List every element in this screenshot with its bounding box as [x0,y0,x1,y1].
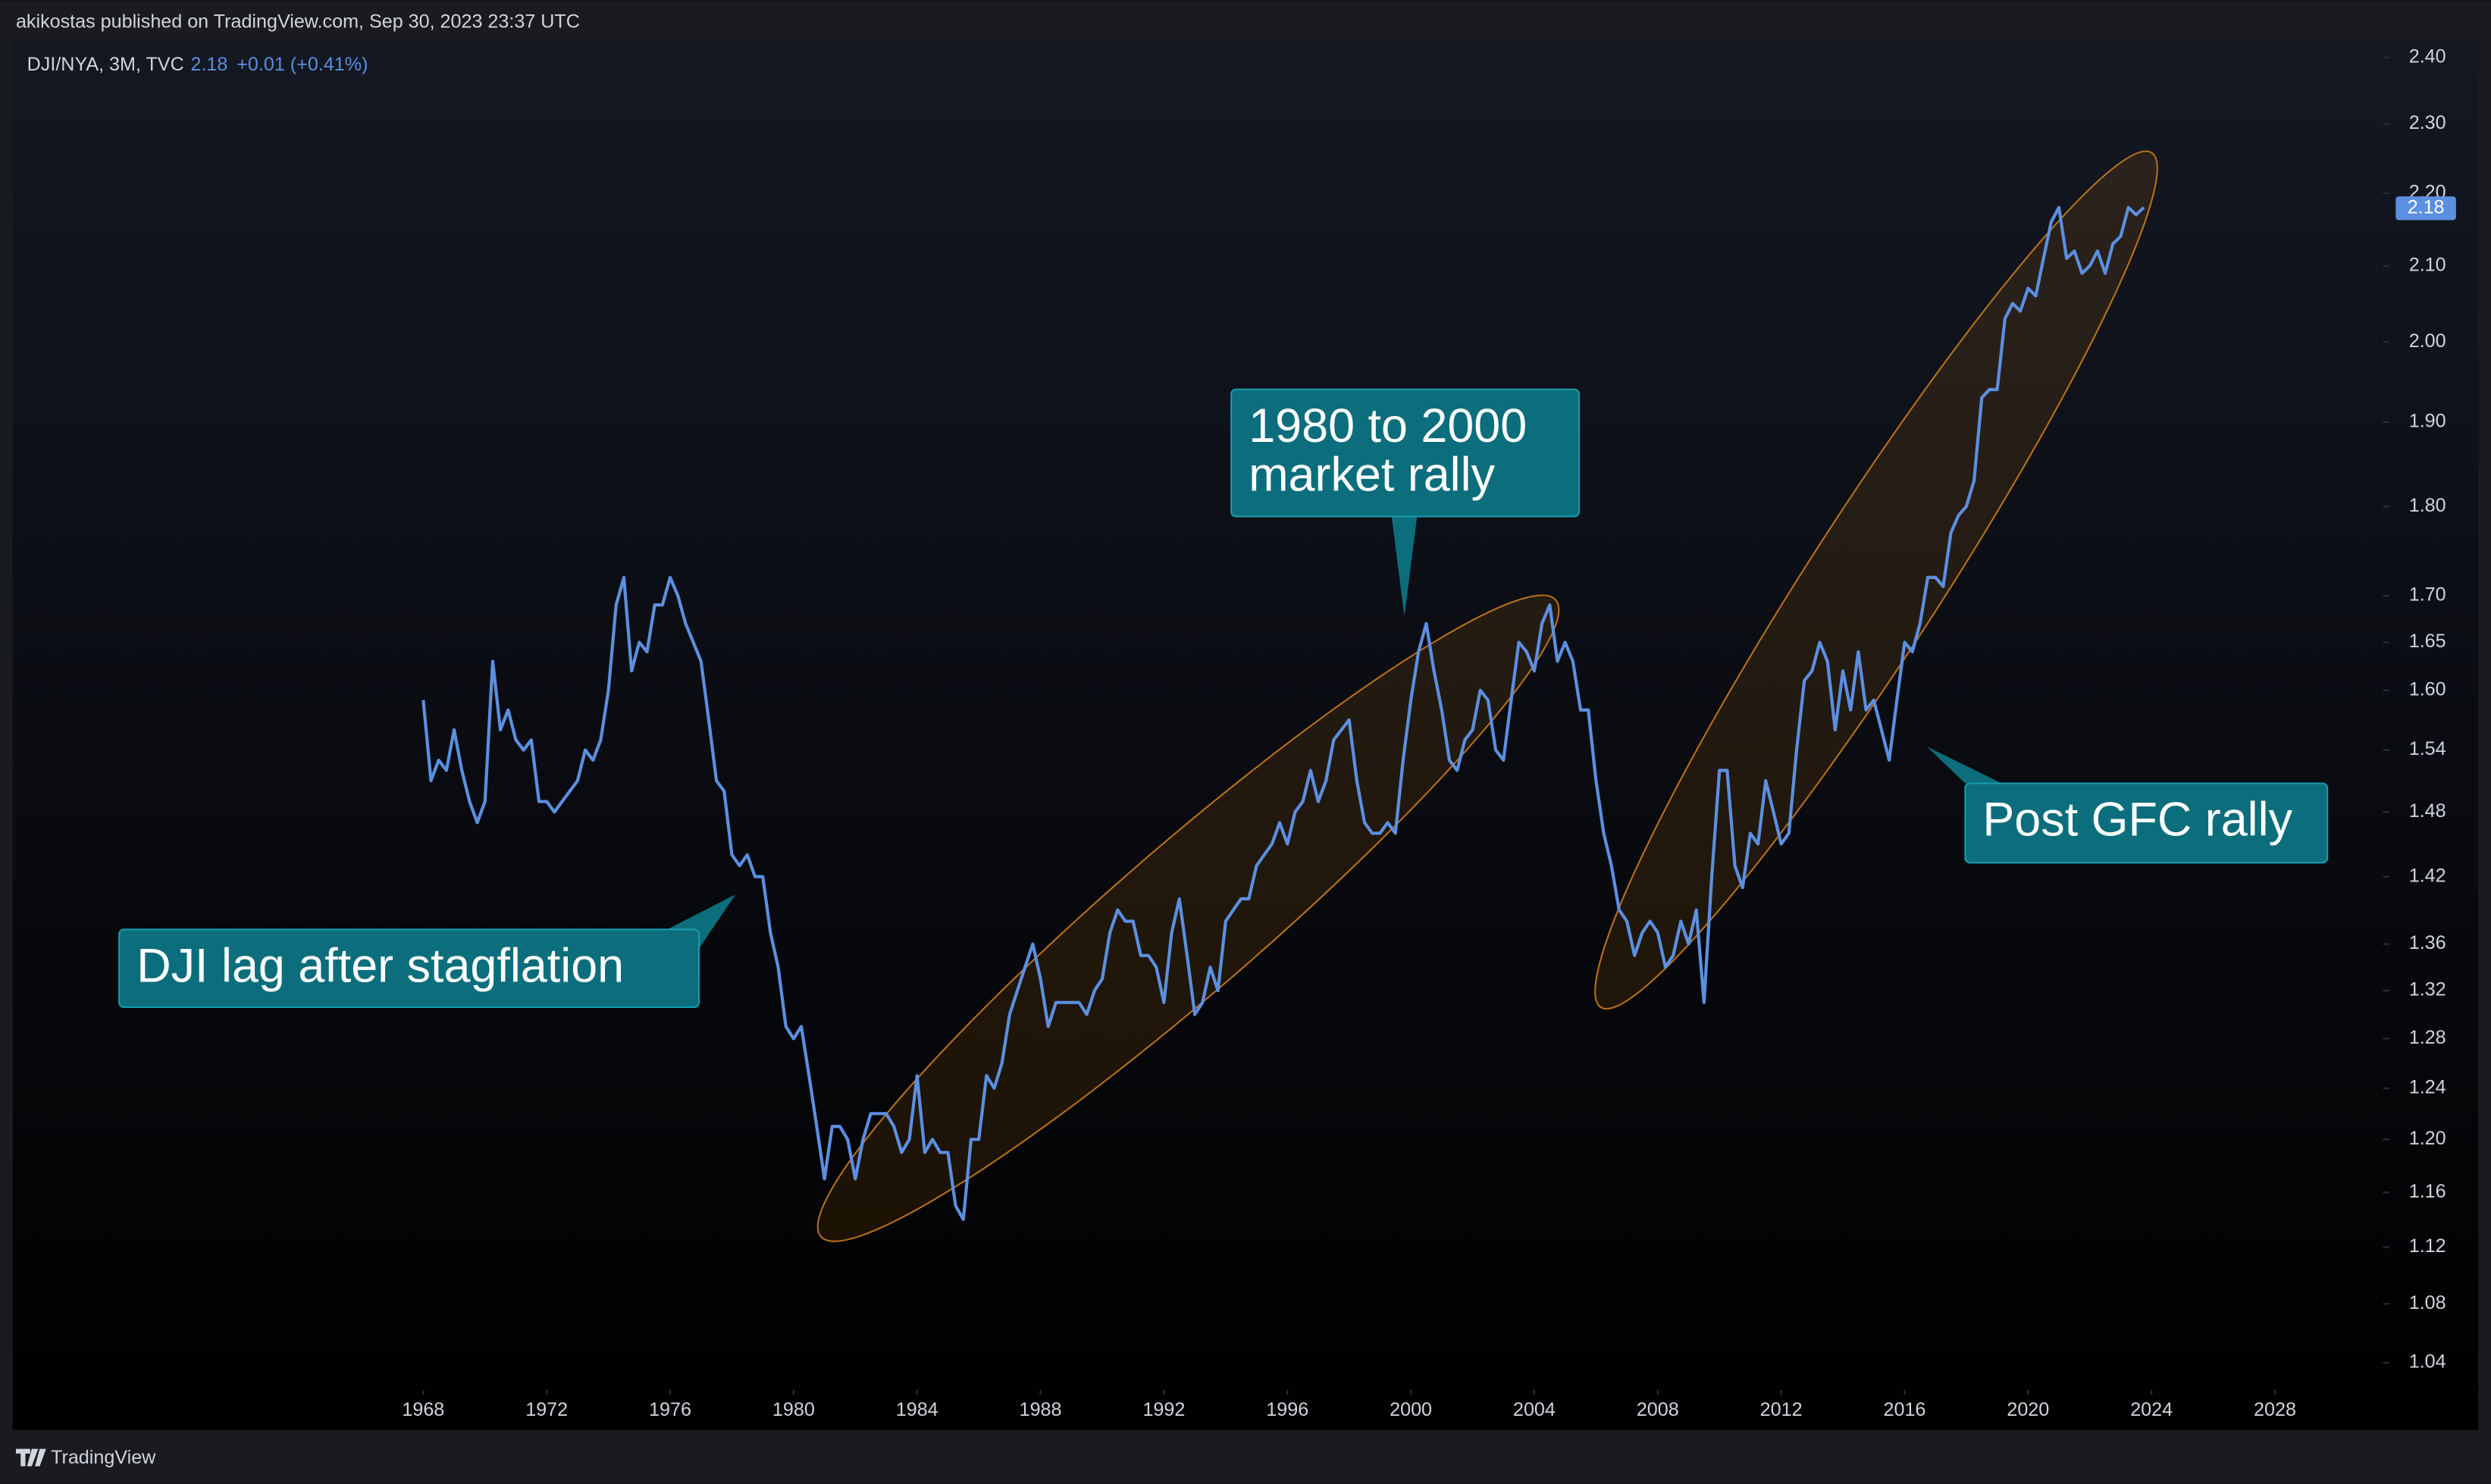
x-tick-label: 1980 [772,1399,815,1420]
y-tick-label: 1.24 [2409,1076,2446,1097]
x-tick-label: 2008 [1637,1399,1679,1420]
annotation-text: DJI lag after stagflation [136,939,624,992]
y-tick-label: 1.48 [2409,800,2446,822]
x-tick-label: 1972 [525,1399,568,1420]
callout-box [118,928,700,1009]
y-tick-label: 2.10 [2409,254,2446,275]
y-tick-label: 1.54 [2409,738,2446,759]
x-tick-label: 2016 [1884,1399,1926,1420]
highlight-ellipse [1594,150,2158,1010]
y-tick-label: 1.12 [2409,1235,2446,1257]
y-tick-label: 1.36 [2409,932,2446,953]
x-tick-label: 1984 [896,1399,938,1420]
y-tick-label: 1.60 [2409,678,2446,700]
y-tick-label: 1.04 [2409,1351,2446,1373]
x-tick-label: 1992 [1142,1399,1185,1420]
drawings [816,150,2158,1242]
price-tag [2395,196,2456,221]
y-tick-label: 1.80 [2409,495,2446,516]
annotation: 1980 to 2000 market rally [1230,388,1581,617]
y-tick-label: 1.32 [2409,979,2446,1000]
x-tick-label: 2024 [2130,1399,2173,1420]
x-tick-label: 1988 [1020,1399,1062,1420]
x-tick-label: 1968 [402,1399,444,1420]
y-tick-label: 1.65 [2409,631,2446,652]
y-tick-label: 1.20 [2409,1128,2446,1149]
annotation: Post GFC rally [1927,747,2329,864]
y-tick-label: 1.70 [2409,584,2446,606]
y-tick-label: 1.42 [2409,865,2446,886]
footer: TradingView [15,1447,156,1468]
highlight-ellipse [816,594,1560,1242]
y-tick-label: 1.90 [2409,411,2446,432]
x-tick-label: 2028 [2254,1399,2296,1420]
callout-box [1230,388,1581,518]
brand: TradingView [51,1447,156,1468]
annotation-text: market rally [1249,449,1495,502]
plot-background [12,39,2479,1430]
plot: 1.04 1.08 1.12 1.16 1.20 1.24 1.28 1.32 1.36 1.42… [402,45,2446,1420]
annotation-text: 1980 to 2000 [1249,399,1527,452]
y-tick-label: 2.40 [2409,45,2446,67]
callout-pointer [1927,747,2002,784]
publish-info: akikostas published on TradingView.com, … [16,11,580,32]
annotation-text: Post GFC rally [1982,793,2292,846]
y-tick-label: 1.08 [2409,1292,2446,1313]
change: +0.01 (+0.41%) [237,54,368,75]
callout-box [1964,782,2329,864]
annotation: DJI lag after stagflation [118,894,736,1009]
x-tick-label: 2012 [1760,1399,1803,1420]
x-tick-label: 1996 [1266,1399,1308,1420]
price-line [421,205,2145,1222]
logo [15,1448,46,1467]
price: 2.18 [190,54,227,75]
symbol: DJI/NYA, 3M, TVC [27,54,184,75]
y-tick-label: 1.16 [2409,1181,2446,1202]
x-tick-label: 2020 [2007,1399,2049,1420]
x-tick-label: 1976 [649,1399,691,1420]
x-tick-label: 2000 [1390,1399,1432,1420]
y-tick-label: 2.00 [2409,330,2446,352]
y-tick-label: 2.30 [2409,112,2446,133]
callout-pointer [1391,516,1418,617]
y-tick-label: 1.28 [2409,1027,2446,1048]
price-tag-label: 2.18 [2408,196,2445,218]
x-tick-label: 2004 [1513,1399,1556,1420]
